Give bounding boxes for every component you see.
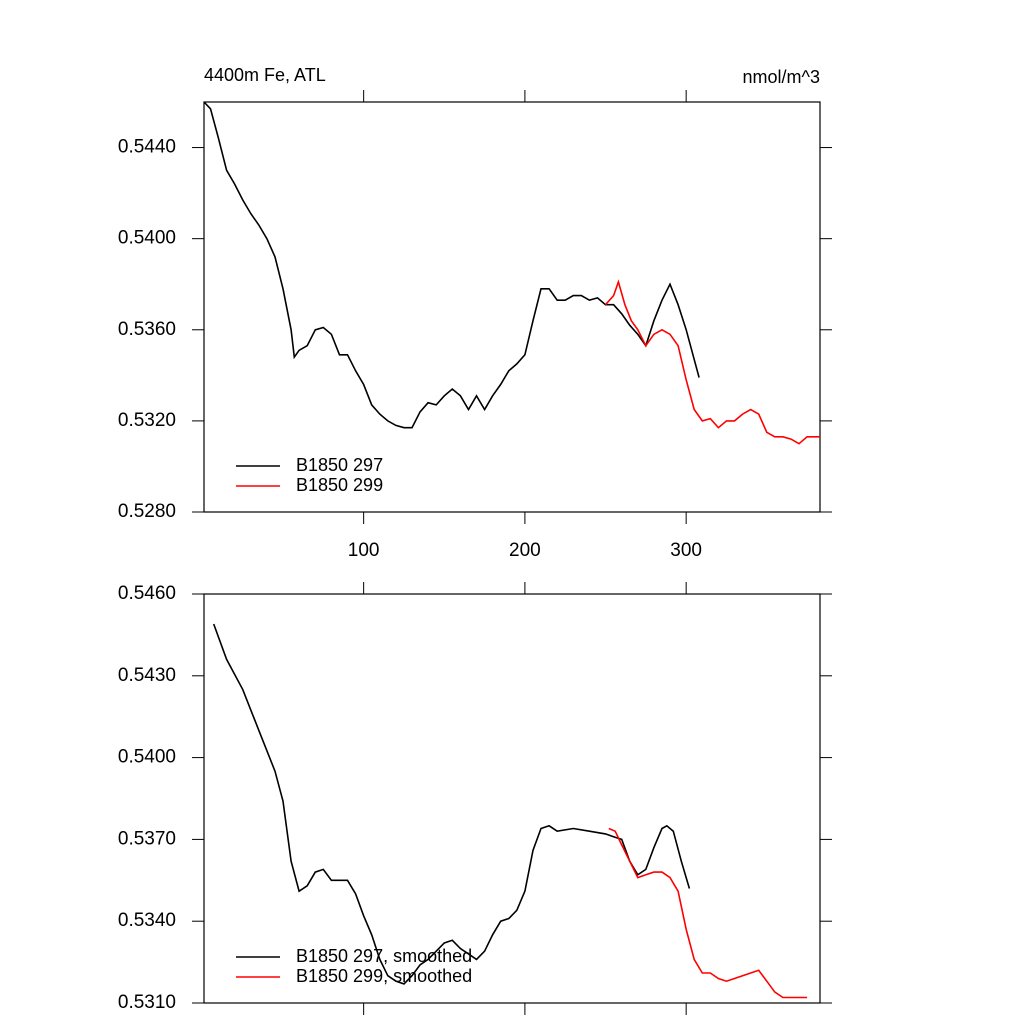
y-tick-label: 0.5280: [118, 501, 176, 522]
data-line: [604, 279, 820, 445]
y-tick-label: 0.5310: [118, 992, 176, 1013]
data-line: [608, 827, 808, 999]
y-tick-label: 0.5460: [118, 583, 176, 604]
y-tick-label: 0.5320: [118, 410, 176, 431]
plot-frame: [203, 593, 821, 1004]
y-tick-label: 0.5440: [118, 137, 176, 158]
y-tick-label: 0.5340: [118, 910, 176, 931]
x-tick-label: 200: [509, 540, 541, 561]
y-tick-label: 0.5400: [118, 747, 176, 768]
plot-frame: [203, 101, 821, 513]
legend-label: B1850 299, smoothed: [296, 966, 472, 986]
chart-title: 4400m Fe, ATL: [204, 65, 326, 85]
x-tick-label: 300: [670, 540, 702, 561]
y-tick-label: 0.5400: [118, 228, 176, 249]
y-tick-label: 0.5430: [118, 665, 176, 686]
y-tick-label: 0.5360: [118, 319, 176, 340]
y-tick-label: 0.5370: [118, 828, 176, 849]
legend-label: B1850 297: [296, 455, 383, 475]
units-label: nmol/m^3: [743, 67, 820, 87]
data-line: [203, 101, 700, 429]
x-tick-label: 100: [348, 540, 380, 561]
data-line: [212, 623, 691, 985]
legend-label: B1850 297, smoothed: [296, 946, 472, 966]
legend-label: B1850 299: [296, 475, 383, 495]
